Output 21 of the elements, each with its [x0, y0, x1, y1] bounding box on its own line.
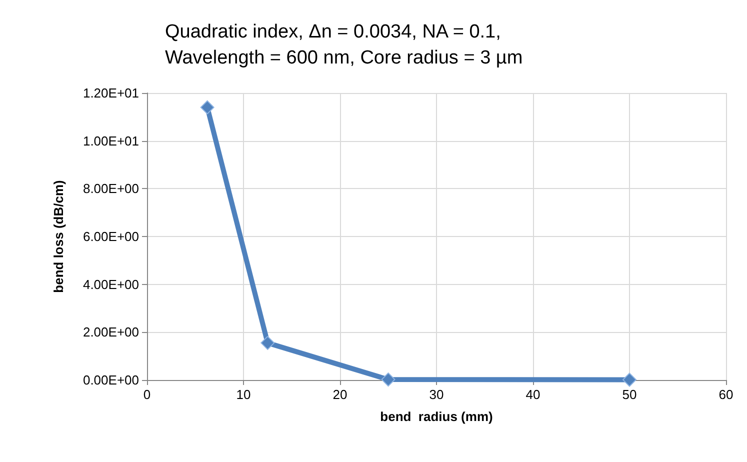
chart-title: Quadratic index, Δn = 0.0034, NA = 0.1, Wavelength = 600 nm, Core radius = 3 µm [165, 22, 523, 68]
y-tick-label: 1.00E+01 [82, 133, 139, 148]
x-tick-label: 0 [143, 387, 151, 402]
y-tick-label: 8.00E+00 [82, 181, 139, 196]
x-tick-label: 50 [622, 387, 637, 402]
x-tick-label: 40 [526, 387, 540, 402]
x-tick-label: 20 [332, 387, 348, 402]
y-tick-label: 1.20E+01 [82, 86, 139, 100]
point [260, 336, 275, 350]
y-tick-label: 6.00E+00 [82, 229, 139, 244]
x-axis-title: bend radius (mm) [380, 409, 493, 424]
point [381, 372, 396, 387]
y-axis-title: bend loss (dB/cm) [51, 180, 66, 293]
y-tick-label: 0.00E+00 [82, 372, 139, 388]
y-tick-label: 2.00E+00 [82, 324, 139, 340]
point [200, 100, 214, 114]
point [622, 372, 636, 387]
x-tick-label: 60 [718, 387, 734, 402]
y-tick-label: 4.00E+00 [82, 276, 139, 292]
x-tick-label: 30 [429, 387, 444, 402]
x-tick-label: 10 [236, 387, 251, 402]
